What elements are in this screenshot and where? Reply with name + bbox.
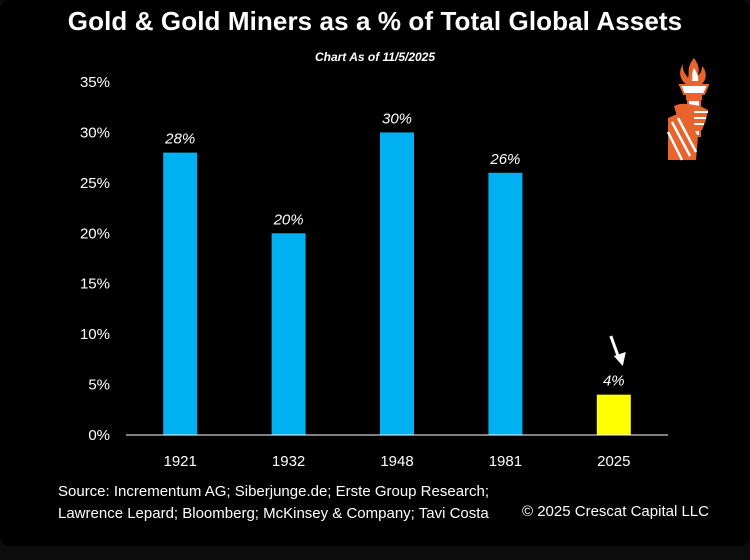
source-line-2: Lawrence Lepard; Bloomberg; McKinsey & C… <box>58 505 489 522</box>
bar-1948 <box>380 132 414 435</box>
x-axis: 1921 1932 1948 1981 2025 <box>164 453 631 470</box>
y-tick-label: 35% <box>80 74 110 91</box>
arrow-head <box>613 352 626 366</box>
data-label-1921: 28% <box>164 131 195 148</box>
y-tick-label: 15% <box>80 276 110 293</box>
y-axis: 0% 5% 10% 15% 20% 25% 30% 35% <box>80 74 110 444</box>
x-tick-label: 2025 <box>597 453 630 470</box>
bar-2025 <box>596 394 631 435</box>
data-label-1932: 20% <box>273 211 304 228</box>
data-label-1981: 26% <box>489 151 520 168</box>
x-tick-label: 1932 <box>272 453 305 470</box>
arrow-shaft <box>609 335 621 359</box>
data-labels: 28% 20% 30% 26% 4% <box>164 110 624 389</box>
y-tick-label: 30% <box>80 124 110 141</box>
x-tick-label: 1921 <box>164 453 197 470</box>
chart-subtitle: Chart As of 11/5/2025 <box>314 50 436 64</box>
bar-chart: 0% 5% 10% 15% 20% 25% 30% 35% 28% 20% 30% 26% 4% 19… <box>80 74 668 470</box>
bar-1932 <box>271 233 306 435</box>
source-line-1: Source: Incrementum AG; Siberjunge.de; E… <box>58 483 490 500</box>
y-tick-label: 25% <box>80 175 110 192</box>
source-note: Source: Incrementum AG; Siberjunge.de; E… <box>58 481 489 525</box>
chart-title: Gold & Gold Miners as a % of Total Globa… <box>67 6 683 36</box>
bar-1921 <box>163 152 198 435</box>
copyright: © 2025 Crescat Capital LLC <box>522 503 709 520</box>
x-tick-label: 1981 <box>489 453 522 470</box>
x-tick-label: 1948 <box>380 453 413 470</box>
arrow-annotation-icon <box>609 335 626 366</box>
bar-1981 <box>488 172 523 435</box>
data-label-2025: 4% <box>603 373 625 390</box>
bars <box>163 132 631 435</box>
torch-hand-icon <box>666 58 710 161</box>
chart-frame: Gold & Gold Miners as a % of Total Globa… <box>0 0 750 546</box>
y-tick-label: 0% <box>88 427 110 444</box>
y-tick-label: 20% <box>80 225 110 242</box>
y-tick-label: 10% <box>80 326 110 343</box>
data-label-1948: 30% <box>382 110 412 127</box>
y-tick-label: 5% <box>88 377 110 394</box>
